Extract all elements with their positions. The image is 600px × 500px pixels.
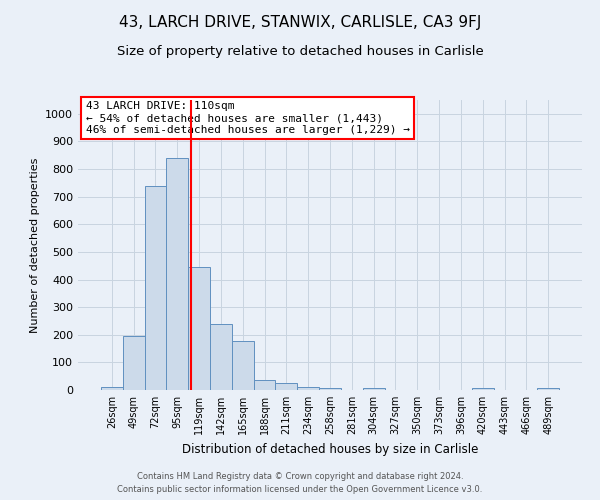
Bar — [188, 266, 210, 390]
Text: Contains HM Land Registry data © Crown copyright and database right 2024.
Contai: Contains HM Land Registry data © Crown c… — [118, 472, 482, 494]
Text: 43, LARCH DRIVE, STANWIX, CARLISLE, CA3 9FJ: 43, LARCH DRIVE, STANWIX, CARLISLE, CA3 … — [119, 15, 481, 30]
Text: Size of property relative to detached houses in Carlisle: Size of property relative to detached ho… — [116, 45, 484, 58]
Bar — [297, 386, 319, 390]
Bar — [537, 388, 559, 390]
Text: 43 LARCH DRIVE: 110sqm
← 54% of detached houses are smaller (1,443)
46% of semi-: 43 LARCH DRIVE: 110sqm ← 54% of detached… — [86, 102, 410, 134]
Bar — [232, 341, 254, 390]
Bar — [472, 388, 494, 390]
X-axis label: Distribution of detached houses by size in Carlisle: Distribution of detached houses by size … — [182, 442, 478, 456]
Bar — [254, 380, 275, 390]
Bar — [275, 383, 297, 390]
Bar — [166, 158, 188, 390]
Bar — [145, 186, 166, 390]
Bar — [210, 324, 232, 390]
Bar — [319, 388, 341, 390]
Bar — [363, 388, 385, 390]
Bar — [123, 336, 145, 390]
Bar — [101, 387, 123, 390]
Y-axis label: Number of detached properties: Number of detached properties — [29, 158, 40, 332]
